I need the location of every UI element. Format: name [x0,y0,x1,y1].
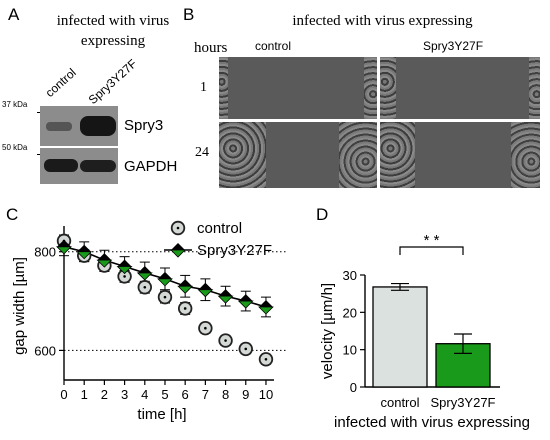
point-spry3y27f-top [157,271,172,279]
category-label: Spry3Y27F [430,395,495,410]
point-spry3y27f [96,259,113,268]
category-label: control [380,395,419,410]
x-tick-label: 1 [81,387,88,402]
x-tick-label: 3 [121,387,128,402]
bar-control [372,286,428,388]
point-control-dot [244,347,248,351]
micrograph-control-1h [219,57,377,119]
band-label-spry3: Spry3 [124,117,164,134]
x-tick-label: 4 [141,387,148,402]
lane-label-control: control [42,65,79,100]
western-blot-gapdh [40,148,118,184]
point-control-dot [163,295,167,299]
point-spry3y27f [157,278,173,287]
point-spry3y27f [217,295,234,304]
row-label-1h: 1 [200,80,207,95]
x-tick-label: 2 [101,387,108,402]
y-tick-label: 800 [34,245,56,260]
point-spry3y27f-top [258,299,273,307]
micrograph-spry3y27f-24h [380,122,540,188]
x-tick-label: 6 [182,387,189,402]
micrograph-control-24h [219,122,377,188]
legend-marker-spry3y27f-top [171,243,185,250]
point-spry3y27f-top [178,279,193,287]
bar-spry3y27f [435,343,491,388]
point-spry3y27f [197,289,214,298]
point-spry3y27f [76,251,93,260]
row-label-24h: 24 [195,145,209,160]
marker-37-kda: 37 kDa [2,100,28,109]
point-spry3y27f-top [57,239,71,247]
point-spry3y27f [56,246,72,255]
legend-label-spry3y27f: Spry3Y27F [197,242,272,259]
column-header-control: control [255,39,292,53]
point-spry3y27f-top [198,282,213,290]
panel-a-heading-line2: expressing [80,33,146,49]
panel-a-heading-line1: infected with virus [56,13,170,29]
point-spry3y27f-top [97,253,112,261]
point-control-dot [143,285,147,289]
point-control-dot [204,326,207,330]
point-spry3y27f [237,300,254,309]
significance-bracket [399,246,464,255]
point-spry3y27f [257,306,274,315]
column-header-spry3y27f: Spry3Y27F [423,39,484,53]
point-control-dot [123,275,126,278]
panel-b-letter: B [183,5,195,24]
panel-b-heading: infected with virus expressing [292,13,473,29]
point-control-dot [264,357,268,361]
x-tick-label: 9 [242,387,249,402]
x-axis-label: time [h] [137,406,186,423]
point-spry3y27f-top [137,265,152,273]
x-axis-label: infected with virus expressing [334,414,530,431]
gap-width-chart: 0 1 2 3 4 5 6 7 8 9 10 600 800 time [h] gap width [µm]… [11,220,288,423]
western-blot-spry3 [40,106,118,146]
point-spry3y27f-top [238,294,253,302]
point-spry3y27f-top [117,259,132,267]
point-control-dot [183,307,187,310]
y-tick-label: 0 [350,380,357,395]
y-tick-label: 30 [343,268,357,283]
marker-50-kda: 50 kDa [2,143,28,152]
x-tick-label: 0 [60,387,67,402]
point-spry3y27f [116,266,133,275]
x-tick-label: 10 [259,387,273,402]
y-axis-label: gap width [µm] [11,257,28,355]
panel-d-letter: D [316,205,329,224]
point-control-dot [224,339,227,342]
x-tick-label: 5 [161,387,168,402]
panel-a-letter: A [8,5,20,24]
point-spry3y27f-top [77,244,92,252]
x-tick-label: 7 [202,387,209,402]
y-axis-label: velocity [µm/h] [319,283,336,379]
y-tick-label: 600 [34,343,56,358]
velocity-chart: 0 10 20 30 velocity [µm/h] control Spry3Y27F in… [319,232,530,431]
panel-c-letter: C [6,205,19,224]
point-spry3y27f [177,285,194,294]
legend-marker-control-dot [176,226,180,230]
y-tick-label: 20 [343,305,357,320]
point-spry3y27f-top [218,289,233,297]
lane-label-spry3y27f: Spry3Y27F [85,56,140,107]
y-tick-label: 10 [343,343,357,358]
band-label-gapdh: GAPDH [124,158,178,175]
hours-header: hours [194,40,228,56]
micrograph-spry3y27f-1h [380,57,540,119]
legend-marker-spry3y27f [170,249,186,258]
x-tick-label: 8 [222,387,229,402]
legend-label-control: control [197,220,242,237]
point-spry3y27f [136,272,153,281]
significance-label: * * [424,232,440,249]
